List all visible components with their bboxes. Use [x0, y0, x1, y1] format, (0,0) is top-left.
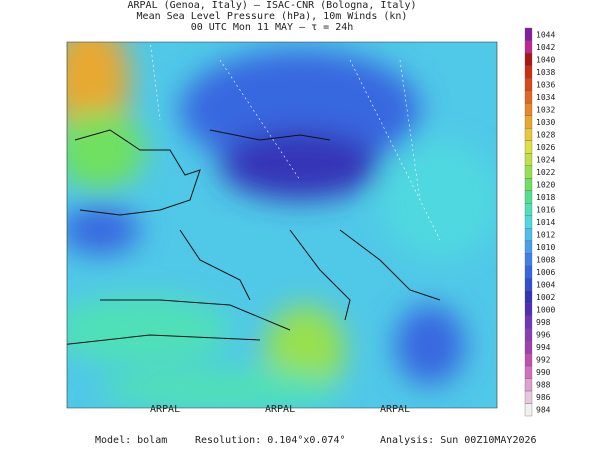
colorbar-label: 1004 [536, 281, 555, 290]
colorbar-label: 1022 [536, 168, 555, 177]
colorbar-cell [524, 403, 533, 417]
colorbar-label: 994 [536, 343, 551, 352]
colorbar-label: 1016 [536, 205, 555, 214]
colorbar-cell [524, 153, 533, 166]
colorbar-label: 986 [536, 393, 551, 402]
colorbar-cell [524, 40, 533, 54]
colorbar-label: 1044 [536, 30, 555, 39]
colorbar-cell [524, 278, 533, 291]
colorbar-label: 1020 [536, 180, 555, 189]
colorbar-cell [524, 140, 533, 154]
colorbar-cell [524, 90, 533, 104]
colorbar-label: 1042 [536, 43, 555, 52]
colorbar-cell [524, 127, 533, 141]
footer-resolution: Resolution: 0.104°x0.074° [195, 435, 346, 446]
colorbar-label: 1024 [536, 155, 555, 164]
colorbar-label: 1010 [536, 243, 555, 252]
colorbar-label: 990 [536, 368, 551, 377]
watermark: ARPAL [380, 404, 410, 415]
colorbar-label: 1006 [536, 268, 555, 277]
colorbar-label: 1038 [536, 68, 555, 77]
colorbar-label: 996 [536, 331, 551, 340]
colorbar-label: 1000 [536, 306, 555, 315]
colorbar-cell [524, 215, 533, 229]
colorbar-cell [524, 303, 533, 317]
colorbar-label: 1032 [536, 105, 555, 114]
footer-analysis: Analysis: Sun 00Z10MAY2026 [380, 435, 537, 446]
colorbar-cell [524, 178, 533, 191]
colorbar-cell [524, 102, 533, 116]
colorbar-label: 1008 [536, 256, 555, 265]
title-line: ARPAL (Genoa, Italy) — ISAC-CNR (Bologna… [128, 0, 417, 11]
watermark: ARPAL [265, 404, 295, 415]
colorbar-label: 988 [536, 381, 551, 390]
title-line: Mean Sea Level Pressure (hPa), 10m Winds… [137, 11, 408, 22]
colorbar-cell [524, 340, 533, 354]
colorbar-cell [524, 290, 533, 304]
colorbar-cell [524, 265, 533, 279]
colorbar-cell [524, 115, 533, 129]
colorbar-cell [524, 378, 533, 392]
colorbar-label: 1014 [536, 218, 555, 227]
colorbar-label: 1040 [536, 55, 555, 64]
colorbar-label: 984 [536, 406, 551, 415]
colorbar-cell [524, 190, 533, 204]
colorbar-cell [524, 27, 533, 41]
colorbar-label: 992 [536, 356, 551, 365]
colorbar-cell [524, 77, 533, 91]
colorbar-cell [524, 52, 533, 66]
colorbar-cell [524, 165, 533, 179]
watermark: ARPAL [150, 404, 180, 415]
colorbar-label: 1034 [536, 93, 555, 102]
colorbar-label: 1026 [536, 143, 555, 152]
colorbar-label: 998 [536, 318, 551, 327]
colorbar-cell [524, 315, 533, 329]
colorbar: 984 986 988 990 992 994 996 998 1000 1002 1004 1006… [524, 27, 555, 417]
colorbar-cell [524, 253, 533, 266]
map-field [67, 42, 497, 408]
colorbar-cell [524, 203, 533, 216]
title-line: 00 UTC Mon 11 MAY — τ = 24h [191, 22, 354, 33]
colorbar-label: 1012 [536, 231, 555, 240]
colorbar-cell [524, 353, 533, 367]
colorbar-label: 1030 [536, 118, 555, 127]
colorbar-cell [524, 365, 533, 379]
colorbar-cell [524, 228, 533, 241]
colorbar-cell [524, 65, 533, 79]
colorbar-label: 1036 [536, 80, 555, 89]
colorbar-cell [524, 328, 533, 342]
colorbar-cell [524, 240, 533, 254]
footer-model: Model: bolam [95, 435, 167, 446]
colorbar-label: 1002 [536, 293, 555, 302]
colorbar-label: 1018 [536, 193, 555, 202]
colorbar-label: 1028 [536, 130, 555, 139]
colorbar-cell [524, 390, 533, 404]
